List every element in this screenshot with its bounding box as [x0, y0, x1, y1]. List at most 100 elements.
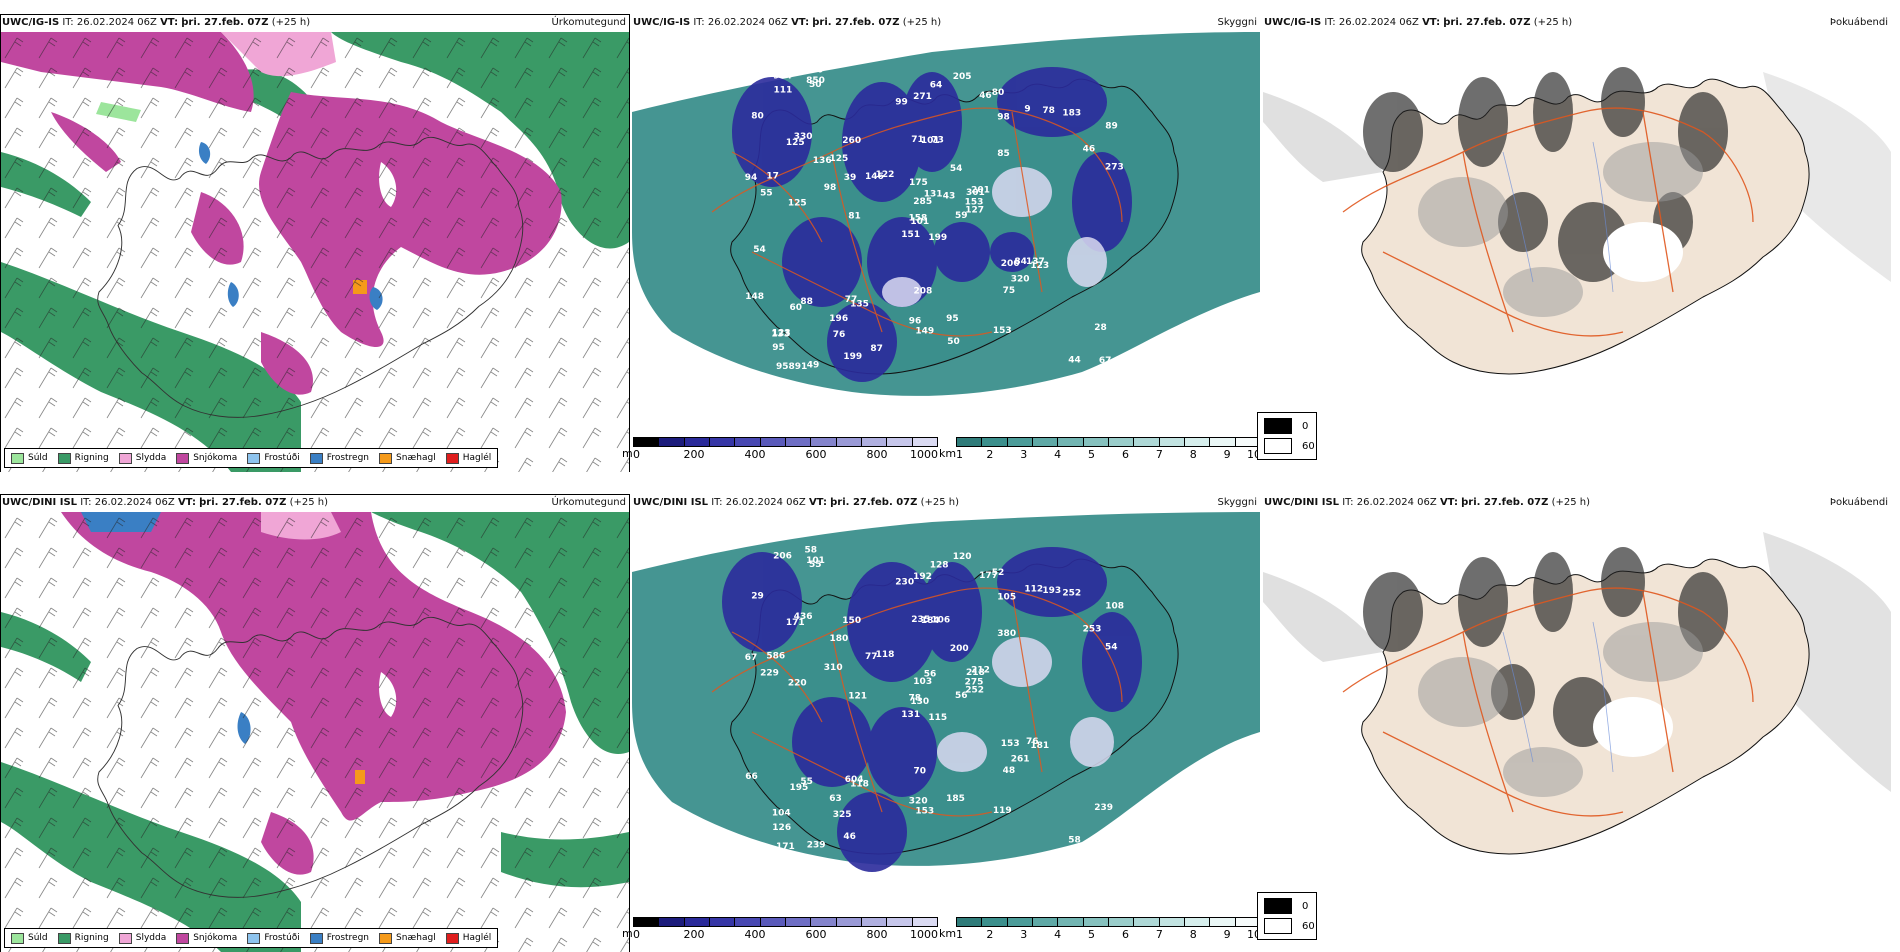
cloud-base-value-label: 54 — [1105, 643, 1118, 653]
precip-legend-label: Haglél — [462, 933, 492, 943]
cloud-base-value-label: 604 — [845, 775, 864, 785]
precip-legend-swatch — [57, 932, 71, 944]
cloud-base-value-label: 96 — [909, 317, 922, 327]
fog-legend-swatch — [1264, 898, 1292, 914]
cloud-base-map[interactable]: 115 171 130 104 218 118 52 106 105 56 55 45 220 108 13… — [632, 512, 1260, 912]
precip-legend-swatch — [309, 932, 323, 944]
cloud-base-value-label: 70 — [914, 767, 927, 777]
cloud-base-value-label: 71 — [911, 135, 924, 145]
colorbar-segment — [861, 918, 888, 926]
cloud-base-value-label: 55 — [809, 560, 822, 570]
colorbar-segment — [1108, 918, 1135, 926]
precip-legend-swatch — [247, 452, 261, 464]
fog-legend-swatch — [1264, 418, 1292, 434]
precip-legend-item: Rigning — [57, 452, 109, 464]
fog-index-map[interactable] — [1263, 512, 1891, 912]
colorbar-tick-label: 0 — [633, 448, 640, 461]
colorbar-tick-label: 1 — [956, 928, 963, 941]
colorbar-tick-label: 1000 — [910, 928, 938, 941]
cloud-base-value-label: 73 — [931, 136, 944, 146]
cloud-base-value-label: 380 — [997, 629, 1016, 639]
precip-legend-label: Súld — [28, 933, 48, 943]
cloud-base-value-label: 206 — [773, 551, 792, 561]
cloud-base-value-label: 131 — [901, 710, 920, 720]
cloud-base-value-label: 78 — [909, 694, 922, 704]
cloud-base-value-label: 153 — [965, 197, 984, 207]
cloud-base-value-label: 149 — [915, 327, 934, 337]
colorbar-tick-label: 6 — [1121, 928, 1129, 941]
precip-legend-label: Snæhagl — [396, 453, 436, 463]
cloud-base-value-label: 252 — [965, 686, 984, 696]
colorbar-segment — [887, 918, 913, 926]
precip-legend-item: Snæhagl — [379, 452, 436, 464]
colorbar-tick-label: 2 — [986, 928, 994, 941]
colorbar-segment — [659, 918, 685, 926]
colorbar-tick-label: 6 — [1121, 448, 1129, 461]
cloud-base-value-label: 49 — [807, 361, 820, 371]
fog-index-panel-row1: UWC/IG-IS IT: 26.02.2024 06Z VT: þri. 27… — [1257, 14, 1892, 472]
cloud-base-value-label: 17 — [766, 172, 779, 182]
cloud-base-value-label: 190 — [805, 65, 824, 75]
precip-legend-item: Súld — [11, 932, 48, 944]
cloud-base-value-label: 180 — [830, 634, 849, 644]
cloud-base-value-label: 95 — [772, 343, 785, 353]
precip-legend-item: Súld — [11, 452, 48, 464]
panel-parameter-title: Þokuábendi — [1829, 497, 1888, 508]
colorbar-segment — [634, 918, 660, 926]
colorbar-unit: m — [622, 927, 633, 940]
cloud-base-value-label: 60 — [790, 303, 803, 313]
colorbar-segment — [634, 438, 660, 446]
precip-legend-swatch — [57, 452, 71, 464]
cloud-base-value-label: 50 — [947, 337, 960, 347]
fog-legend-swatch — [1264, 438, 1292, 454]
panel-title: UWC/DINI ISL IT: 26.02.2024 06Z VT: þri.… — [633, 497, 960, 508]
colorbar-tick-label: 200 — [683, 928, 705, 941]
colorbar-tick-label: 600 — [805, 928, 827, 941]
cloud-base-value-label: 101 — [921, 136, 940, 146]
cloud-base-value-label: 64 — [930, 81, 943, 91]
cloud-base-value-label: 230 — [895, 578, 914, 588]
cloud-base-value-label: 123 — [1030, 261, 1049, 271]
cloud-base-colorbar: 0 200 400 600 800 1000 m — [622, 917, 938, 941]
panel-parameter-title: Þokuábendi — [1829, 17, 1888, 28]
colorbar-segment — [811, 918, 837, 926]
precip-legend-swatch — [118, 932, 132, 944]
colorbar-segment — [1032, 438, 1059, 446]
cloud-base-value-label: 43 — [943, 192, 956, 202]
cloud-base-value-label: 46 — [1083, 144, 1096, 154]
cloud-base-map[interactable]: 199 125 101 123 301 135 80 73 98 59 50 67 125 89 151 85… — [632, 32, 1260, 432]
cloud-base-value-label: 196 — [829, 314, 848, 324]
colorbar-segment — [709, 918, 736, 926]
cloud-base-value-label: 205 — [953, 72, 972, 82]
colorbar-segment — [684, 918, 710, 926]
fog-index-map[interactable] — [1263, 32, 1891, 432]
colorbar-segment — [836, 918, 862, 926]
precip-legend-swatch — [379, 932, 393, 944]
cloud-base-value-label: 111 — [774, 86, 793, 96]
precip-legend-swatch — [11, 452, 24, 464]
precip-legend-label: Haglél — [462, 453, 492, 463]
cloud-base-value-label: 104 — [772, 809, 791, 819]
precip-type-map[interactable] — [1, 512, 629, 952]
colorbar-segment — [1184, 918, 1211, 926]
cloud-base-value-label: 261 — [1011, 754, 1030, 764]
cloud-base-value-label: 301 — [966, 188, 985, 198]
cloud-base-value-label: 320 — [1011, 274, 1030, 284]
cloud-base-value-label: 320 — [909, 797, 928, 807]
colorbar-segment — [1210, 918, 1236, 926]
colorbar-tick-label: 200 — [683, 448, 705, 461]
colorbar-unit: km — [939, 447, 957, 460]
colorbar-segment — [1134, 918, 1160, 926]
colorbar-tick-label: 4 — [1054, 448, 1062, 461]
cloud-base-value-label: 75 — [1003, 286, 1016, 296]
cloud-base-value-label: 153 — [915, 807, 934, 817]
precip-legend-label: Slydda — [135, 933, 167, 943]
cloud-base-value-label: 125 — [786, 138, 805, 148]
cloud-base-value-label: 285 — [913, 197, 932, 207]
cloud-base-value-label: 80 — [992, 88, 1005, 98]
cloud-base-value-label: 229 — [760, 669, 779, 679]
cloud-base-value-label: 146 — [865, 172, 884, 182]
cloud-base-value-label: 44 — [1068, 356, 1081, 366]
precip-type-map[interactable] — [1, 32, 629, 472]
cloud-base-value-label: 208 — [914, 287, 933, 297]
